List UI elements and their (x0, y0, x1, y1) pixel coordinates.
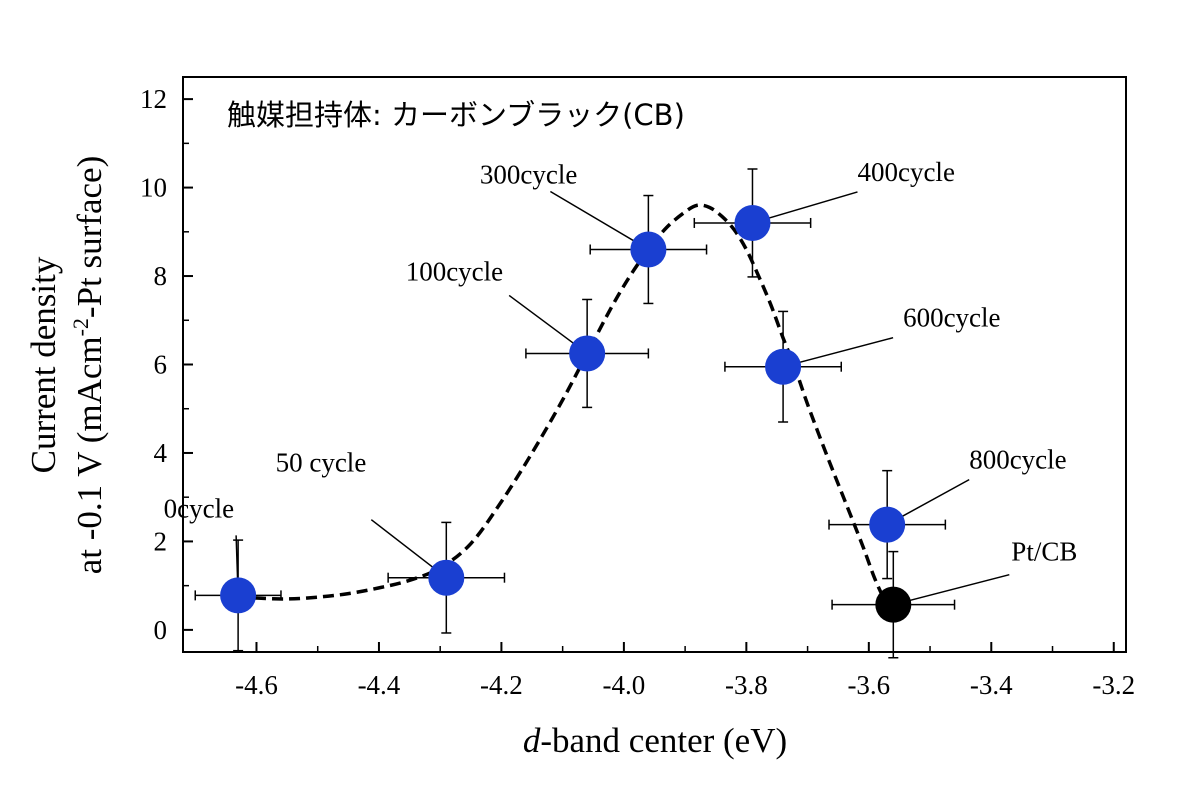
point-labels-layer: 0cycle 50 cycle 100cycle 300cycle 400cycle 60… (164, 157, 1078, 567)
data-point (765, 348, 802, 385)
plot-frame (182, 76, 1127, 653)
point-label: 300cycle (480, 160, 577, 190)
callout-line (549, 190, 649, 251)
x-axis-title-italic: d (523, 721, 541, 760)
point-label: 600cycle (903, 303, 1000, 333)
point-label: 50 cycle (276, 448, 367, 478)
data-point (428, 559, 465, 596)
points-layer (220, 204, 912, 623)
point-label: 400cycle (857, 157, 954, 187)
x-tick-label: -4.4 (358, 670, 401, 700)
y-axis-title-superscript: -2 (68, 318, 93, 336)
trend-curve (237, 203, 889, 607)
x-axis-title-rest: -band center (eV) (540, 721, 787, 760)
error-bars-layer (194, 168, 956, 659)
y-tick-label: 2 (154, 526, 168, 556)
annotation-title: 触媒担持体: カーボンブラック(CB) (227, 98, 685, 132)
y-tick-label: 12 (140, 84, 167, 114)
x-tick-label: -3.8 (725, 670, 768, 700)
y-axis-title-line2: at -0.1 V (mAcm-2-Pt surface) (68, 156, 109, 574)
data-point (869, 506, 906, 543)
y-axis-title-line1: Current density (24, 256, 63, 473)
callout-line (782, 336, 894, 368)
point-label: Pt/CB (1011, 537, 1077, 567)
y-tick-label: 10 (140, 173, 167, 203)
data-point (734, 204, 771, 241)
point-label: 0cycle (164, 493, 234, 523)
y-tick-label: 0 (154, 615, 168, 645)
x-tick-label: -4.2 (480, 670, 523, 700)
ticks-layer: -4.6 -4.4 -4.2 -4.0 -3.8 -3.6 -3.4 -3.2 0 2 4 6 8 10 1… (140, 84, 1135, 700)
y-axis-title-line2-pre: at -0.1 V (mAcm (70, 336, 109, 574)
data-point (875, 586, 912, 623)
y-tick-label: 6 (154, 350, 168, 380)
data-point (630, 231, 667, 268)
callout-layer (235, 190, 1010, 606)
x-tick-label: -3.4 (970, 670, 1013, 700)
x-axis-title: d-band center (eV) (523, 721, 787, 760)
y-axis-title: Current density at -0.1 V (mAcm-2-Pt sur… (24, 156, 109, 574)
data-point (220, 577, 257, 614)
point-label: 100cycle (406, 256, 503, 286)
x-tick-label: -4.0 (603, 670, 646, 700)
y-axis-title-line2-post: -Pt surface) (70, 156, 109, 318)
callout-line (752, 191, 858, 224)
x-tick-label: -4.6 (235, 670, 278, 700)
point-label: 800cycle (969, 445, 1066, 475)
y-tick-label: 4 (154, 438, 168, 468)
x-tick-label: -3.6 (847, 670, 890, 700)
y-tick-label: 8 (154, 261, 168, 291)
x-tick-label: -3.2 (1092, 670, 1135, 700)
data-point (569, 335, 606, 372)
trend-curve-layer (237, 203, 889, 607)
callout-line (893, 573, 1010, 606)
